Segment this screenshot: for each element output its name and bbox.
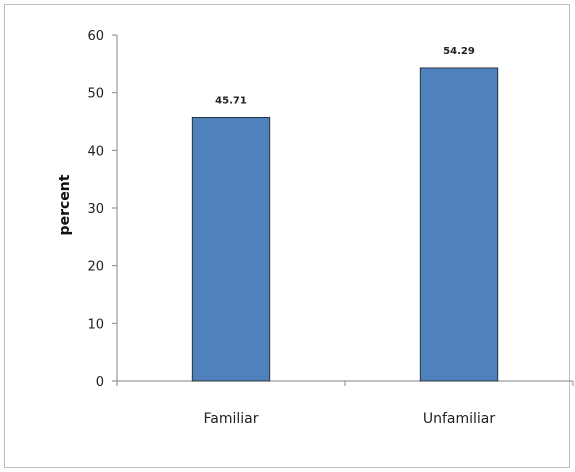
y-tick-label: 60 [87, 29, 104, 44]
x-tick-label-unfamiliar: Unfamiliar [423, 411, 496, 427]
y-tick-label: 50 [87, 87, 104, 102]
y-tick-label: 20 [87, 260, 104, 275]
y-axis-title: percent [57, 174, 73, 235]
x-axis: Familiar Unfamiliar [116, 380, 574, 427]
y-tick-label: 10 [87, 317, 104, 332]
bar-unfamiliar [419, 67, 499, 382]
bars: 45.71 54.29 [191, 46, 499, 382]
y-tick-label: 30 [87, 202, 104, 217]
y-tick-label: 40 [87, 144, 104, 159]
y-tick-label: 0 [96, 375, 104, 390]
y-axis: 0 10 20 30 40 50 60 [87, 29, 118, 390]
data-label-unfamiliar: 54.29 [443, 46, 475, 57]
bar-familiar [191, 117, 271, 382]
data-label-familiar: 45.71 [215, 95, 247, 106]
x-tick-label-familiar: Familiar [204, 411, 259, 427]
